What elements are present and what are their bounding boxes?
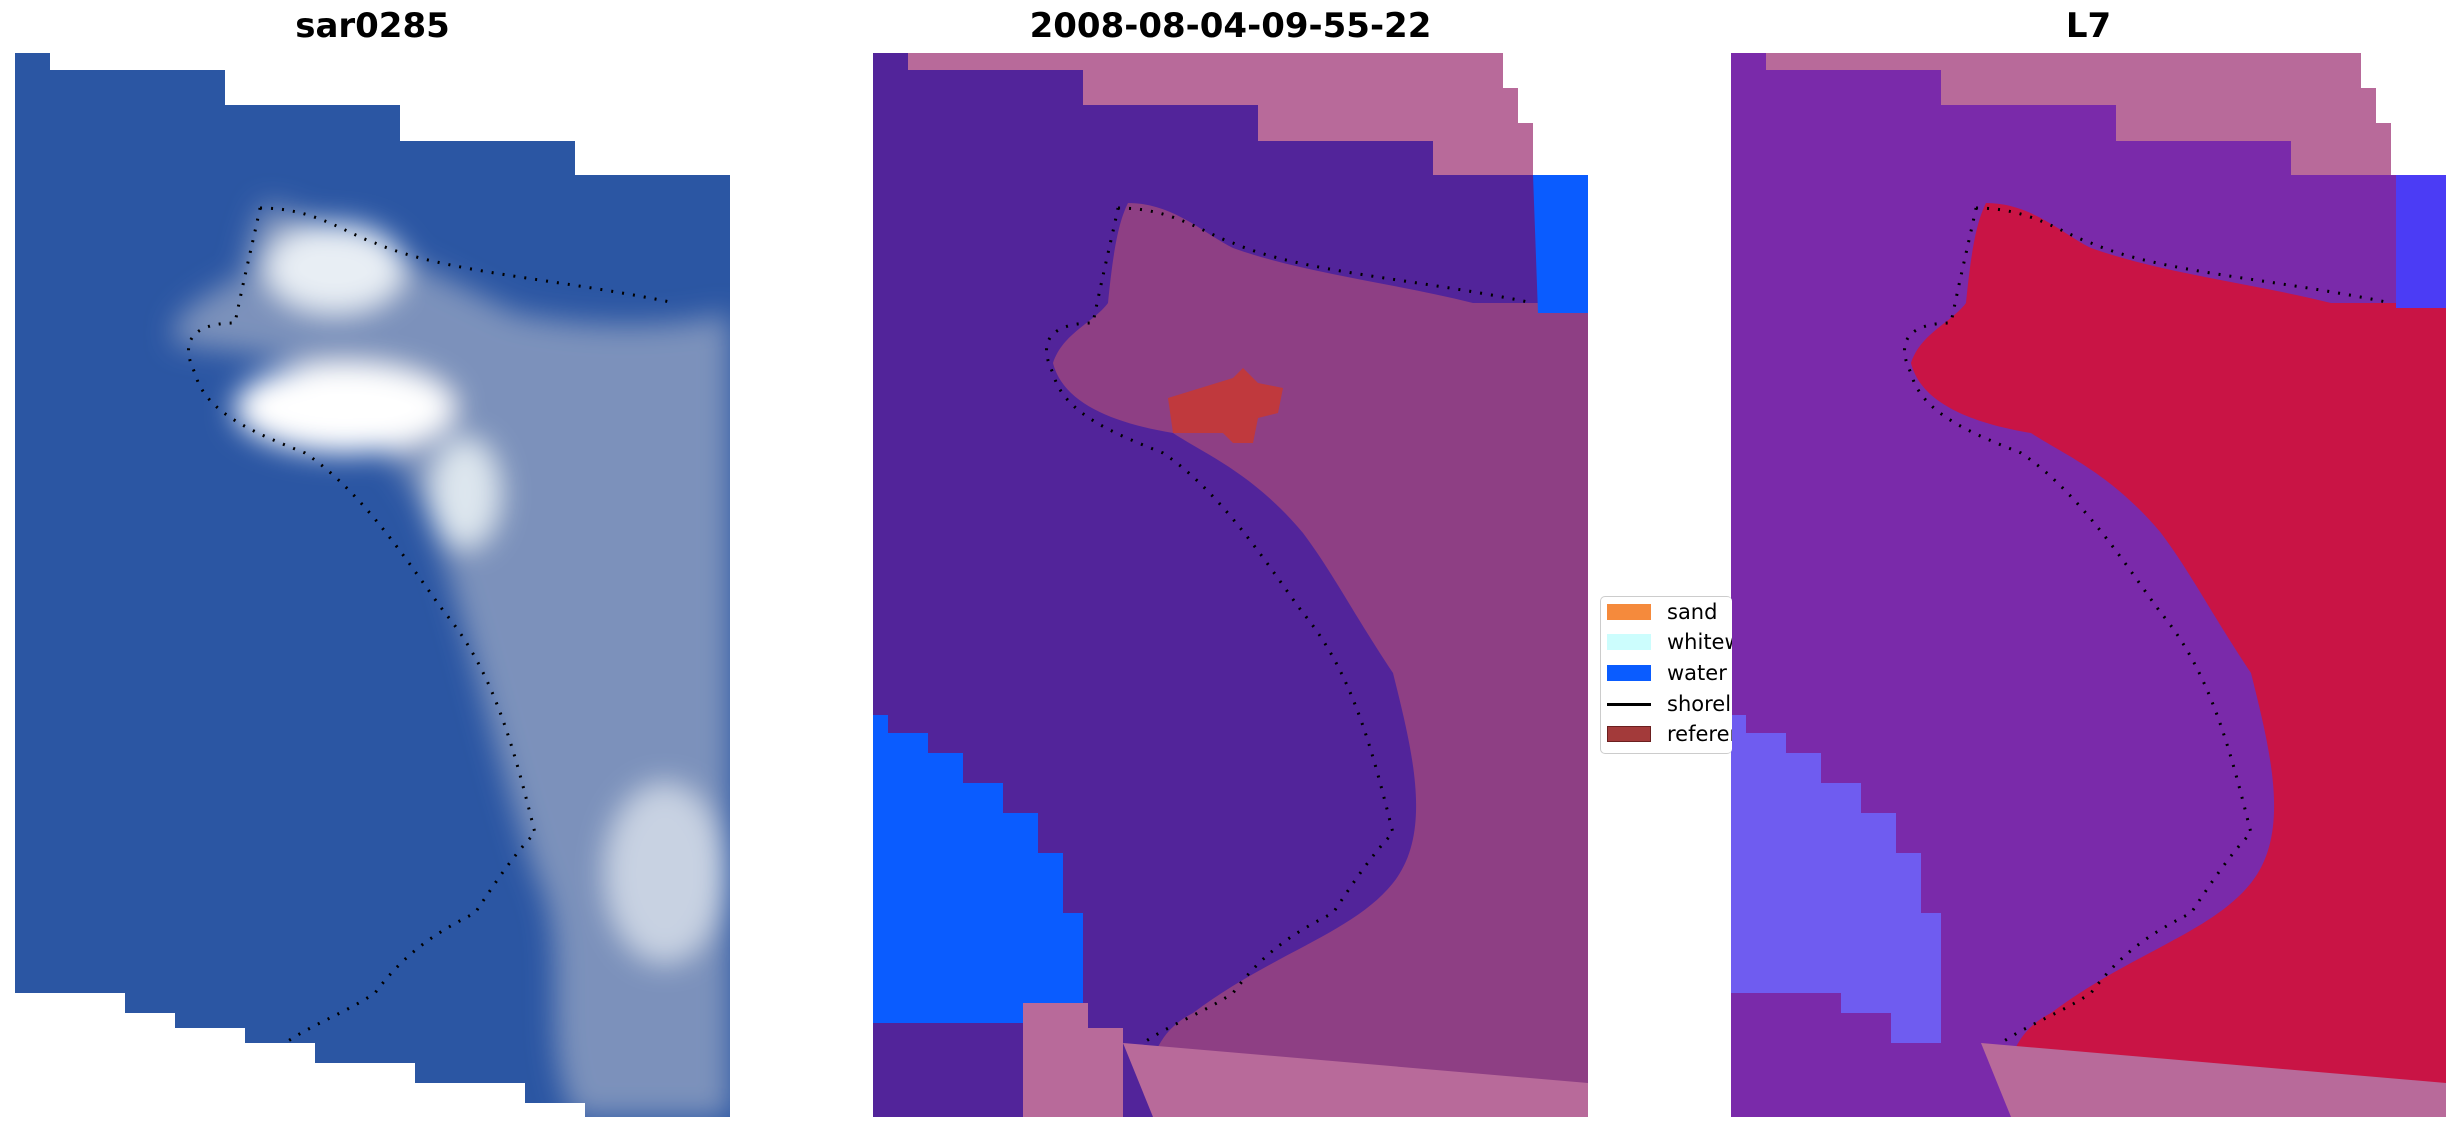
land-area — [173, 203, 730, 1117]
shoreline-line — [1903, 206, 2392, 1045]
land-class-area — [908, 53, 1533, 175]
bright-patch — [430, 438, 500, 548]
whitewater-swatch-icon — [1607, 634, 1651, 650]
legend-label: sand — [1667, 600, 1718, 624]
legend-item-reference: reference — [1607, 719, 1732, 749]
land-index-area — [1981, 1043, 2446, 1117]
reference-swatch-icon — [1607, 726, 1651, 742]
legend-label: shoreline — [1667, 692, 1732, 716]
panel-title-rgb: sar0285 — [295, 6, 450, 46]
index-map — [1731, 53, 2446, 1117]
bright-patch — [265, 223, 405, 313]
legend-item-water: water — [1607, 658, 1727, 688]
panel-title-classification: 2008-08-04-09-55-22 — [1029, 6, 1432, 46]
shoreline-line — [187, 206, 676, 1045]
bright-patch — [605, 783, 725, 963]
bright-patch — [235, 363, 455, 453]
panel-title-index: L7 — [2065, 6, 2112, 46]
legend-label: reference — [1667, 722, 1732, 746]
sand-swatch-icon — [1607, 604, 1651, 620]
land-index-area — [1766, 53, 2391, 175]
legend-item-shoreline: shoreline — [1607, 689, 1732, 719]
land-class-area — [1023, 1003, 1123, 1117]
water-index-area — [2396, 175, 2446, 308]
land-class-area — [1123, 1043, 1588, 1117]
water-class-area — [873, 715, 1083, 1023]
classification-map — [873, 53, 1588, 1117]
legend-item-sand: sand — [1607, 597, 1717, 627]
reference-patch — [1168, 368, 1283, 443]
rgb-satellite-image — [15, 53, 730, 1117]
land-index-area — [1911, 203, 2446, 1117]
legend-label: water — [1667, 661, 1727, 685]
water-index-area — [1731, 715, 1941, 1043]
water-class-area — [1533, 175, 1588, 313]
water-swatch-icon — [1607, 665, 1651, 681]
shoreline-line — [1045, 206, 1534, 1045]
shoreline-line-icon — [1607, 702, 1651, 706]
